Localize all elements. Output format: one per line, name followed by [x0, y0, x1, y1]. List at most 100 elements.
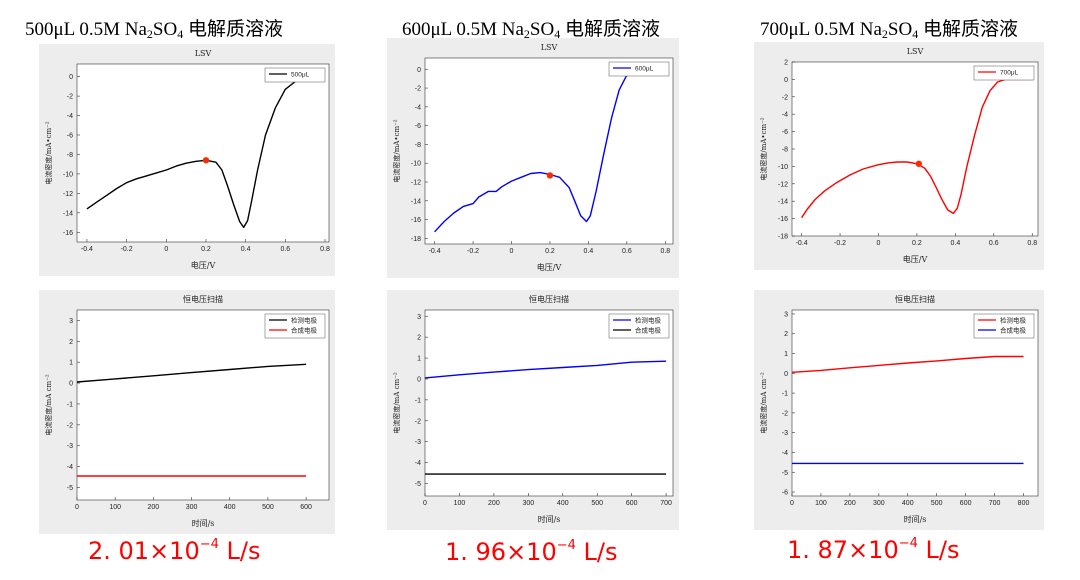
y-tick-label: -12 — [63, 191, 73, 198]
legend-box — [973, 65, 1035, 81]
chart-svg: 恒电压扫描 0 100 200 300 400 500 600 3 2 1 0 -1 -2 -3 -4 -5 时间… — [44, 294, 330, 528]
x-tick-label: 0.4 — [584, 248, 594, 255]
x-tick-label: 0 — [790, 500, 794, 507]
y-axis-label: 电流密度/mA cm⁻² — [392, 372, 401, 434]
x-tick-label: 0 — [75, 504, 79, 511]
x-tick-label: -0.2 — [467, 248, 479, 255]
y-tick-label: -12 — [411, 180, 421, 187]
legend-box — [608, 61, 670, 77]
column-title: 500μL 0.5M Na2SO4 电解质溶液 — [25, 14, 283, 42]
legend-label: 检测电极 — [291, 316, 318, 325]
y-tick-label: -18 — [411, 236, 421, 243]
y-tick-label: -6 — [782, 490, 788, 497]
y-tick-label: 0 — [69, 74, 73, 81]
x-axis-label: 时间/s — [538, 514, 561, 524]
chart-svg: LSV -0.4 -0.2 0 0.2 0.4 0.6 0.8 0 -2 -4 -6 -8 -10 -12 -… — [392, 43, 674, 272]
y-tick-label: -3 — [67, 443, 73, 450]
x-tick-label: 200 — [844, 500, 856, 507]
y-tick-label: -8 — [415, 142, 421, 149]
title-text: 电解质溶液 — [560, 19, 660, 40]
y-tick-label: 1 — [784, 351, 788, 358]
y-tick-label: -3 — [415, 439, 421, 446]
chart-svg: LSV -0.4 -0.2 0 0.2 0.4 0.6 0.8 2 0 -2 -4 -6 -8 -10 -12… — [759, 47, 1039, 264]
y-tick-label: 1 — [417, 356, 421, 363]
y-axis-label: 电流密度/mA•cm⁻² — [759, 117, 768, 180]
y-tick-label: -4 — [415, 104, 421, 111]
rate-unit: L/s — [218, 537, 261, 565]
y-axis-label: 电流密度/mA cm⁻² — [759, 372, 768, 434]
title-text: SO — [887, 19, 913, 40]
x-tick-label: 600 — [960, 500, 972, 507]
column-600: 600μL 0.5M Na2SO4 电解质溶液 LSV -0.4 -0.2 0 0.2 0… — [387, 0, 692, 580]
legend-label: 合成电极 — [635, 326, 662, 335]
x-tick-label: 0.4 — [950, 240, 960, 247]
y-tick-label: 2 — [69, 339, 73, 346]
lsv-chart-700: LSV -0.4 -0.2 0 0.2 0.4 0.6 0.8 2 0 -2 -4 -6 -8 -10 -12… — [754, 42, 1044, 270]
data-point-marker — [915, 160, 923, 167]
data-point-marker — [546, 172, 554, 179]
legend-label: 合成电极 — [291, 326, 318, 335]
y-tick-label: -1 — [782, 391, 788, 398]
series-line — [76, 363, 307, 383]
rate-value: 2. 01×10 — [88, 537, 200, 565]
x-tick-label: 500 — [591, 500, 603, 507]
title-text: SO — [152, 19, 178, 40]
cv-chart-500: 恒电压扫描 0 100 200 300 400 500 600 3 2 1 0 -1 -2 -3 -4 -5 时间… — [39, 290, 335, 534]
x-tick-label: 800 — [1018, 500, 1030, 507]
y-tick-label: -3 — [782, 430, 788, 437]
title-text: 电解质溶液 — [183, 19, 283, 40]
column-title: 700μL 0.5M Na2SO4 电解质溶液 — [760, 14, 1018, 42]
flow-rate-600: 1. 96×10−4 L/s — [445, 538, 617, 566]
series-line — [424, 360, 667, 379]
flow-rate-700: 1. 87×10−4 L/s — [787, 536, 959, 564]
y-axis-label: 电流密度/mA•cm⁻² — [44, 121, 53, 184]
x-tick-label: -0.4 — [81, 246, 93, 253]
legend-label: 700μL — [1000, 70, 1019, 77]
x-tick-label: 0 — [423, 500, 427, 507]
rate-exponent: −4 — [556, 538, 576, 553]
chart-title: LSV — [907, 47, 924, 56]
y-tick-label: -16 — [778, 216, 788, 223]
series-line — [86, 77, 326, 229]
y-tick-label: -2 — [415, 86, 421, 93]
y-tick-label: 3 — [417, 314, 421, 321]
y-tick-label: -16 — [63, 230, 73, 237]
legend-label: 合成电极 — [1000, 326, 1027, 335]
y-tick-label: -2 — [415, 418, 421, 425]
x-tick-label: -0.2 — [834, 240, 846, 247]
y-axis-label: 电流密度/mA cm⁻² — [44, 374, 53, 436]
chart-svg: 恒电压扫描 0 100 200 300 400 500 600 700 3 2 1 0 -1 -2 -3 -4 -… — [392, 294, 674, 524]
x-tick-label: 300 — [522, 500, 534, 507]
legend-box — [264, 313, 326, 339]
legend-label: 600μL — [635, 66, 654, 73]
title-sub: 2 — [881, 27, 888, 41]
plot-area — [791, 61, 1039, 237]
x-tick-label: 500 — [931, 500, 943, 507]
y-tick-label: -4 — [782, 112, 788, 119]
y-tick-label: -16 — [411, 217, 421, 224]
series-line — [791, 355, 1024, 373]
y-tick-label: -8 — [67, 152, 73, 159]
x-tick-label: 0.4 — [241, 246, 251, 253]
x-axis-label: 时间/s — [192, 518, 215, 528]
rate-value: 1. 87×10 — [787, 536, 899, 564]
cv-chart-600: 恒电压扫描 0 100 200 300 400 500 600 700 3 2 1 0 -1 -2 -3 -4 -… — [387, 290, 679, 530]
y-tick-label: -2 — [67, 422, 73, 429]
x-tick-label: 0 — [510, 248, 514, 255]
x-tick-label: 600 — [300, 504, 312, 511]
x-tick-label: 700 — [660, 500, 672, 507]
rate-exponent: −4 — [199, 537, 219, 552]
x-tick-label: -0.2 — [121, 246, 133, 253]
title-text: SO — [529, 19, 555, 40]
column-title: 600μL 0.5M Na2SO4 电解质溶液 — [402, 14, 660, 42]
lsv-chart-600: LSV -0.4 -0.2 0 0.2 0.4 0.6 0.8 0 -2 -4 -6 -8 -10 -12 -… — [387, 38, 679, 278]
y-tick-label: -14 — [63, 210, 73, 217]
y-tick-label: 2 — [784, 60, 788, 67]
x-tick-label: 200 — [488, 500, 500, 507]
plot-area — [76, 63, 330, 243]
chart-title: LSV — [195, 49, 212, 58]
y-tick-label: -14 — [778, 199, 788, 206]
rate-unit: L/s — [917, 536, 960, 564]
y-tick-label: 2 — [784, 331, 788, 338]
rate-value: 1. 96×10 — [445, 538, 557, 566]
